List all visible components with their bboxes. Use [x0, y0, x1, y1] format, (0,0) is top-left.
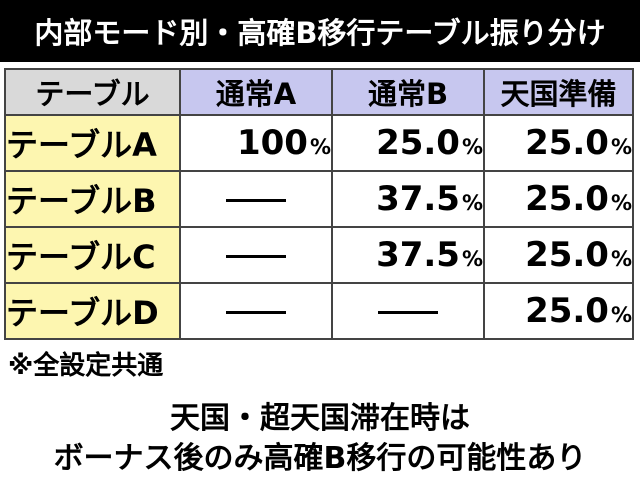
column-header-heaven-prep: 天国準備 — [483, 68, 634, 116]
table-cell: 37.5% — [331, 226, 485, 284]
footer-line-2: ボーナス後のみ高確B移行の可能性あり — [53, 441, 587, 476]
cell-unit: % — [461, 135, 483, 159]
cell-unit: % — [610, 191, 632, 215]
cell-value: 37.5 — [376, 179, 460, 219]
cell-unit: % — [610, 135, 632, 159]
cell-value: 25.0 — [525, 291, 609, 331]
column-header-normal-b: 通常B — [331, 68, 485, 116]
cell-unit: % — [610, 303, 632, 327]
table-row: テーブルB 37.5% 25.0% — [4, 170, 634, 228]
distribution-table: テーブル 通常A 通常B 天国準備 テーブルA 100% 25.0% 25.0% テーブ… — [4, 68, 634, 340]
table-cell: 25.0% — [483, 226, 634, 284]
cell-value: 25.0 — [376, 123, 460, 163]
table-header-row: テーブル 通常A 通常B 天国準備 — [4, 68, 634, 116]
dash-mark — [226, 199, 286, 202]
table-row: テーブルD 25.0% — [4, 282, 634, 340]
cell-unit: % — [610, 247, 632, 271]
cell-value: 25.0 — [525, 235, 609, 275]
corner-header: テーブル — [4, 68, 181, 116]
cell-unit: % — [309, 135, 331, 159]
row-header: テーブルB — [4, 170, 181, 228]
table-cell: 25.0% — [483, 170, 634, 228]
table-row: テーブルA 100% 25.0% 25.0% — [4, 114, 634, 172]
footer-line-1: 天国・超天国滞在時は — [170, 401, 470, 436]
table-cell: 25.0% — [483, 114, 634, 172]
column-header-normal-a: 通常A — [179, 68, 333, 116]
table-cell: 37.5% — [331, 170, 485, 228]
cell-value: 100 — [236, 123, 308, 163]
table-cell: 25.0% — [331, 114, 485, 172]
dash-mark — [378, 311, 438, 314]
table-cell — [179, 282, 333, 340]
cell-value: 37.5 — [376, 235, 460, 275]
table-cell — [179, 226, 333, 284]
row-header: テーブルD — [4, 282, 181, 340]
page-title: 内部モード別・高確B移行テーブル振り分け — [0, 0, 640, 62]
row-header: テーブルC — [4, 226, 181, 284]
dash-mark — [226, 311, 286, 314]
table-cell — [331, 282, 485, 340]
row-header: テーブルA — [4, 114, 181, 172]
table-row: テーブルC 37.5% 25.0% — [4, 226, 634, 284]
dash-mark — [226, 255, 286, 258]
table-cell: 100% — [179, 114, 333, 172]
cell-value: 25.0 — [525, 123, 609, 163]
table-cell: 25.0% — [483, 282, 634, 340]
cell-value: 25.0 — [525, 179, 609, 219]
cell-unit: % — [461, 247, 483, 271]
common-settings-note: ※全設定共通 — [8, 351, 164, 381]
table-cell — [179, 170, 333, 228]
cell-unit: % — [461, 191, 483, 215]
